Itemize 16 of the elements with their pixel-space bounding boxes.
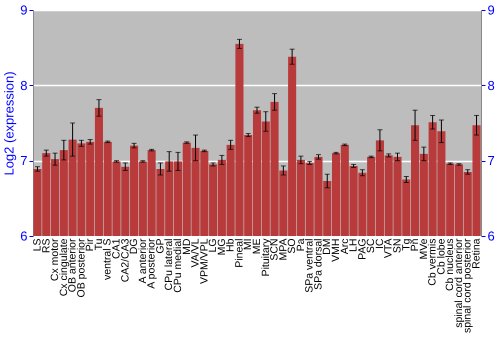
x-tick-label: IC (374, 238, 386, 249)
x-tick-label: CPu medial (172, 238, 184, 293)
y-tick-label: 8 (20, 78, 28, 93)
x-tick-label: OB posterior (75, 238, 88, 298)
y2-tick-label: 9 (488, 2, 495, 18)
x-tick-label: SPa dorsal (312, 238, 324, 290)
y-tick-label: 9 (20, 2, 28, 18)
y-axis-title: Log2 (expression) (1, 71, 16, 176)
y-tick-label: 6 (20, 228, 28, 244)
y-tick-label: 7 (20, 153, 28, 168)
x-tick-label: A posterior (146, 238, 158, 289)
x-tick-label: DG (128, 238, 140, 254)
y2-tick-label: 7 (488, 153, 495, 168)
y2-tick-label: 8 (488, 78, 495, 93)
y2-tick-label: 6 (488, 228, 495, 244)
x-tick-label: Pineal (233, 238, 246, 268)
